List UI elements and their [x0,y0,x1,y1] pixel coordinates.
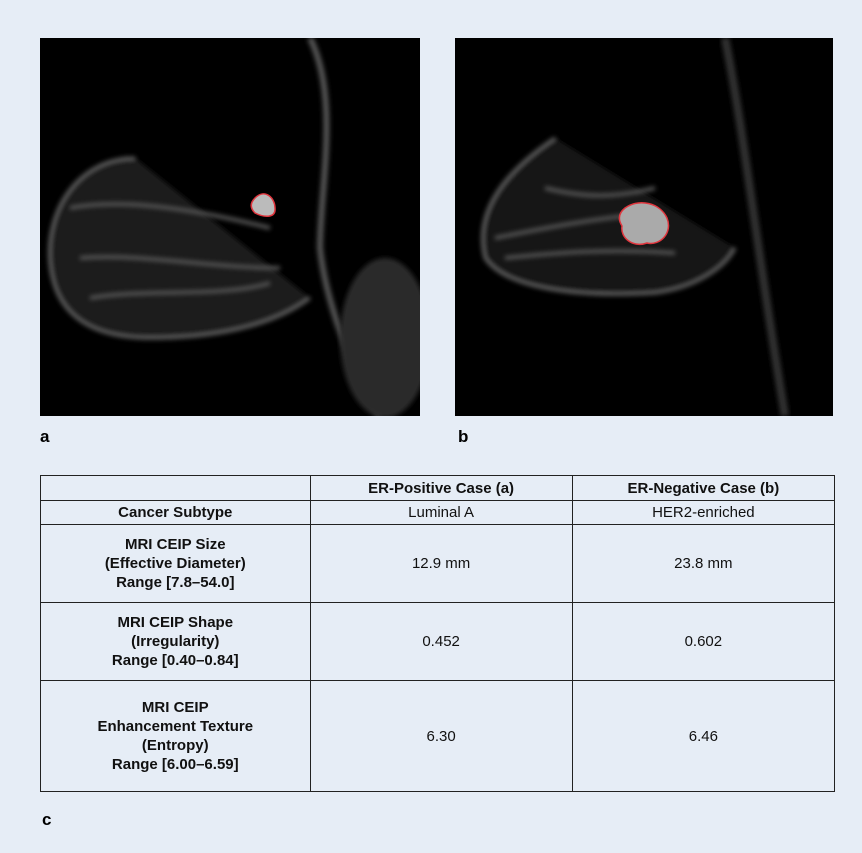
header-cell: ER-Positive Case (a) [310,476,572,501]
header-cell: ER-Negative Case (b) [572,476,834,501]
row-header: MRI CEIP Shape(Irregularity)Range [0.40–… [41,603,311,681]
row-header-line: Enhancement Texture [45,717,306,736]
row-header: MRI CEIP Size(Effective Diameter)Range [… [41,525,311,603]
row-header-line: (Effective Diameter) [45,554,306,573]
row-header-line: (Irregularity) [45,632,306,651]
value-cell: 6.30 [310,681,572,792]
row-header-line: Range [7.8–54.0] [45,573,306,592]
value-cell: 0.452 [310,603,572,681]
panel-label: b [458,427,468,447]
row-header-line: MRI CEIP Shape [45,613,306,632]
row-header-line: Cancer Subtype [45,503,306,522]
value-cell: 0.602 [572,603,834,681]
table-row: MRI CEIP Shape(Irregularity)Range [0.40–… [41,603,835,681]
value-cell: HER2-enriched [572,501,834,525]
value-cell: 6.46 [572,681,834,792]
row-header-line: Range [6.00–6.59] [45,755,306,774]
row-header-line: Range [0.40–0.84] [45,651,306,670]
header-row: ER-Positive Case (a) ER-Negative Case (b… [41,476,835,501]
panel-label: a [40,427,49,447]
row-header-line: MRI CEIP Size [45,535,306,554]
header-cell [41,476,311,501]
row-header: Cancer Subtype [41,501,311,525]
metrics-table: ER-Positive Case (a) ER-Negative Case (b… [40,475,835,792]
page: {"panels": [{"label": "a"}, {"label": "b… [0,0,862,853]
row-header-line: MRI CEIP [45,698,306,717]
mri-image-a [40,38,420,416]
value-cell: 23.8 mm [572,525,834,603]
row-header-line: (Entropy) [45,736,306,755]
value-cell: 12.9 mm [310,525,572,603]
panel-label: c [42,810,51,830]
mri-image-b [455,38,833,416]
value-cell: Luminal A [310,501,572,525]
table-row: MRI CEIP Size(Effective Diameter)Range [… [41,525,835,603]
